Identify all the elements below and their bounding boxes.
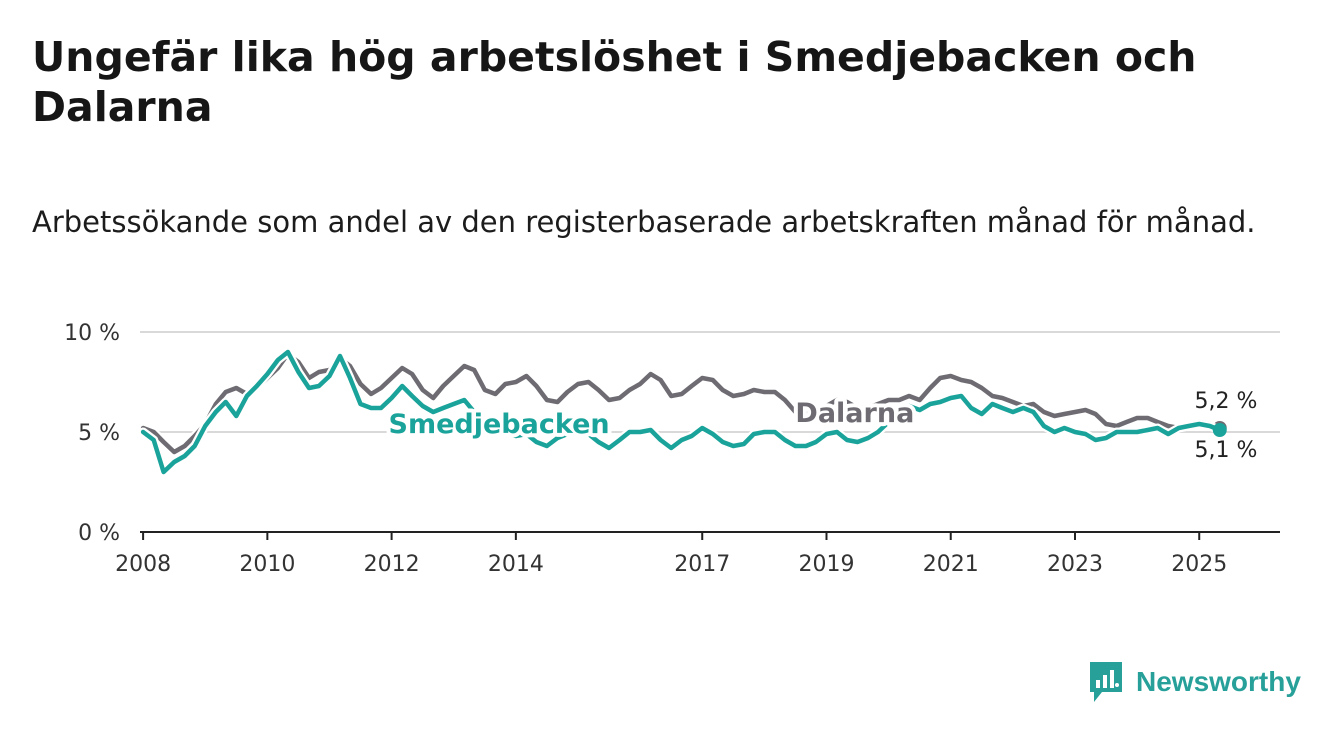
end-value-label: 5,1 % (1195, 438, 1258, 463)
chart-subtitle: Arbetssökande som andel av den registerb… (32, 205, 1256, 239)
y-axis-ticks: 0 % 5 % 10 % (64, 321, 120, 546)
series-label-dalarna: Dalarna (795, 398, 914, 429)
y-tick-label: 0 % (78, 521, 120, 546)
newsworthy-logo-icon (1090, 662, 1122, 702)
x-tick-label: 2008 (115, 552, 171, 577)
x-tick-label: 2017 (674, 552, 730, 577)
y-tick-label: 5 % (78, 421, 120, 446)
x-tick-label: 2025 (1171, 552, 1227, 577)
brand: Newsworthy (1088, 660, 1301, 704)
x-tick-label: 2012 (364, 552, 420, 577)
end-point-smedjebacken (1212, 423, 1227, 437)
x-tick-label: 2021 (923, 552, 979, 577)
brand-name: Newsworthy (1136, 666, 1301, 697)
x-tick-label: 2014 (488, 552, 544, 577)
series-line-smedjebacken (140, 349, 1222, 475)
x-tick-label: 2023 (1047, 552, 1103, 577)
series-lines (138, 347, 1227, 477)
series-line-dalarna (140, 351, 1222, 455)
series-label-smedjebacken: Smedjebacken (389, 409, 610, 440)
y-tick-label: 10 % (64, 321, 120, 346)
x-tick-label: 2010 (239, 552, 295, 577)
x-tick-label: 2019 (798, 552, 854, 577)
end-value-label: 5,2 % (1195, 389, 1258, 414)
x-axis-ticks: 2008 2010 2012 2014 2017 2019 2021 2023 2025 (115, 532, 1227, 577)
chart-title: Ungefär lika hög arbetslöshet i Smedjeba… (32, 33, 1197, 131)
series-labels: Dalarna Smedjebacken 5,2 % 5,1 % (385, 386, 1261, 466)
